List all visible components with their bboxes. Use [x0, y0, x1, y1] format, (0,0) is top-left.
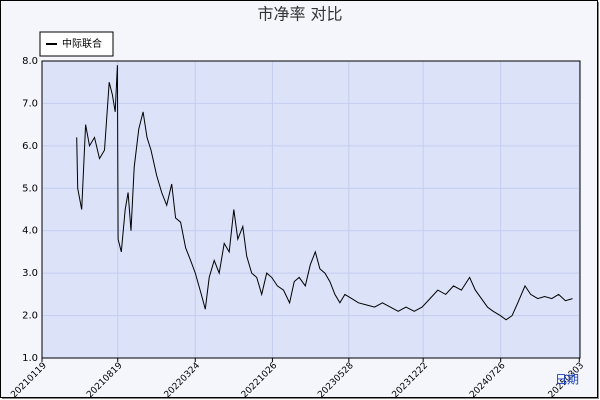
legend-label: 中际联合 [62, 37, 102, 50]
y-tick-label: 7.0 [22, 98, 38, 109]
y-tick-label: 5.0 [22, 183, 38, 194]
y-tick-label: 3.0 [22, 268, 38, 279]
y-tick-label: 1.0 [22, 353, 38, 364]
x-axis-label: 日期 [555, 373, 579, 387]
y-tick-label: 2.0 [22, 311, 38, 322]
y-tick-label: 6.0 [22, 141, 38, 152]
plot-border [41, 60, 581, 359]
chart-title: 市净率 对比 [257, 5, 342, 24]
plot-area [42, 61, 580, 358]
line [76, 65, 573, 321]
y-tick-label: 4.0 [22, 226, 38, 237]
y-tick-label: 8.0 [22, 56, 38, 67]
